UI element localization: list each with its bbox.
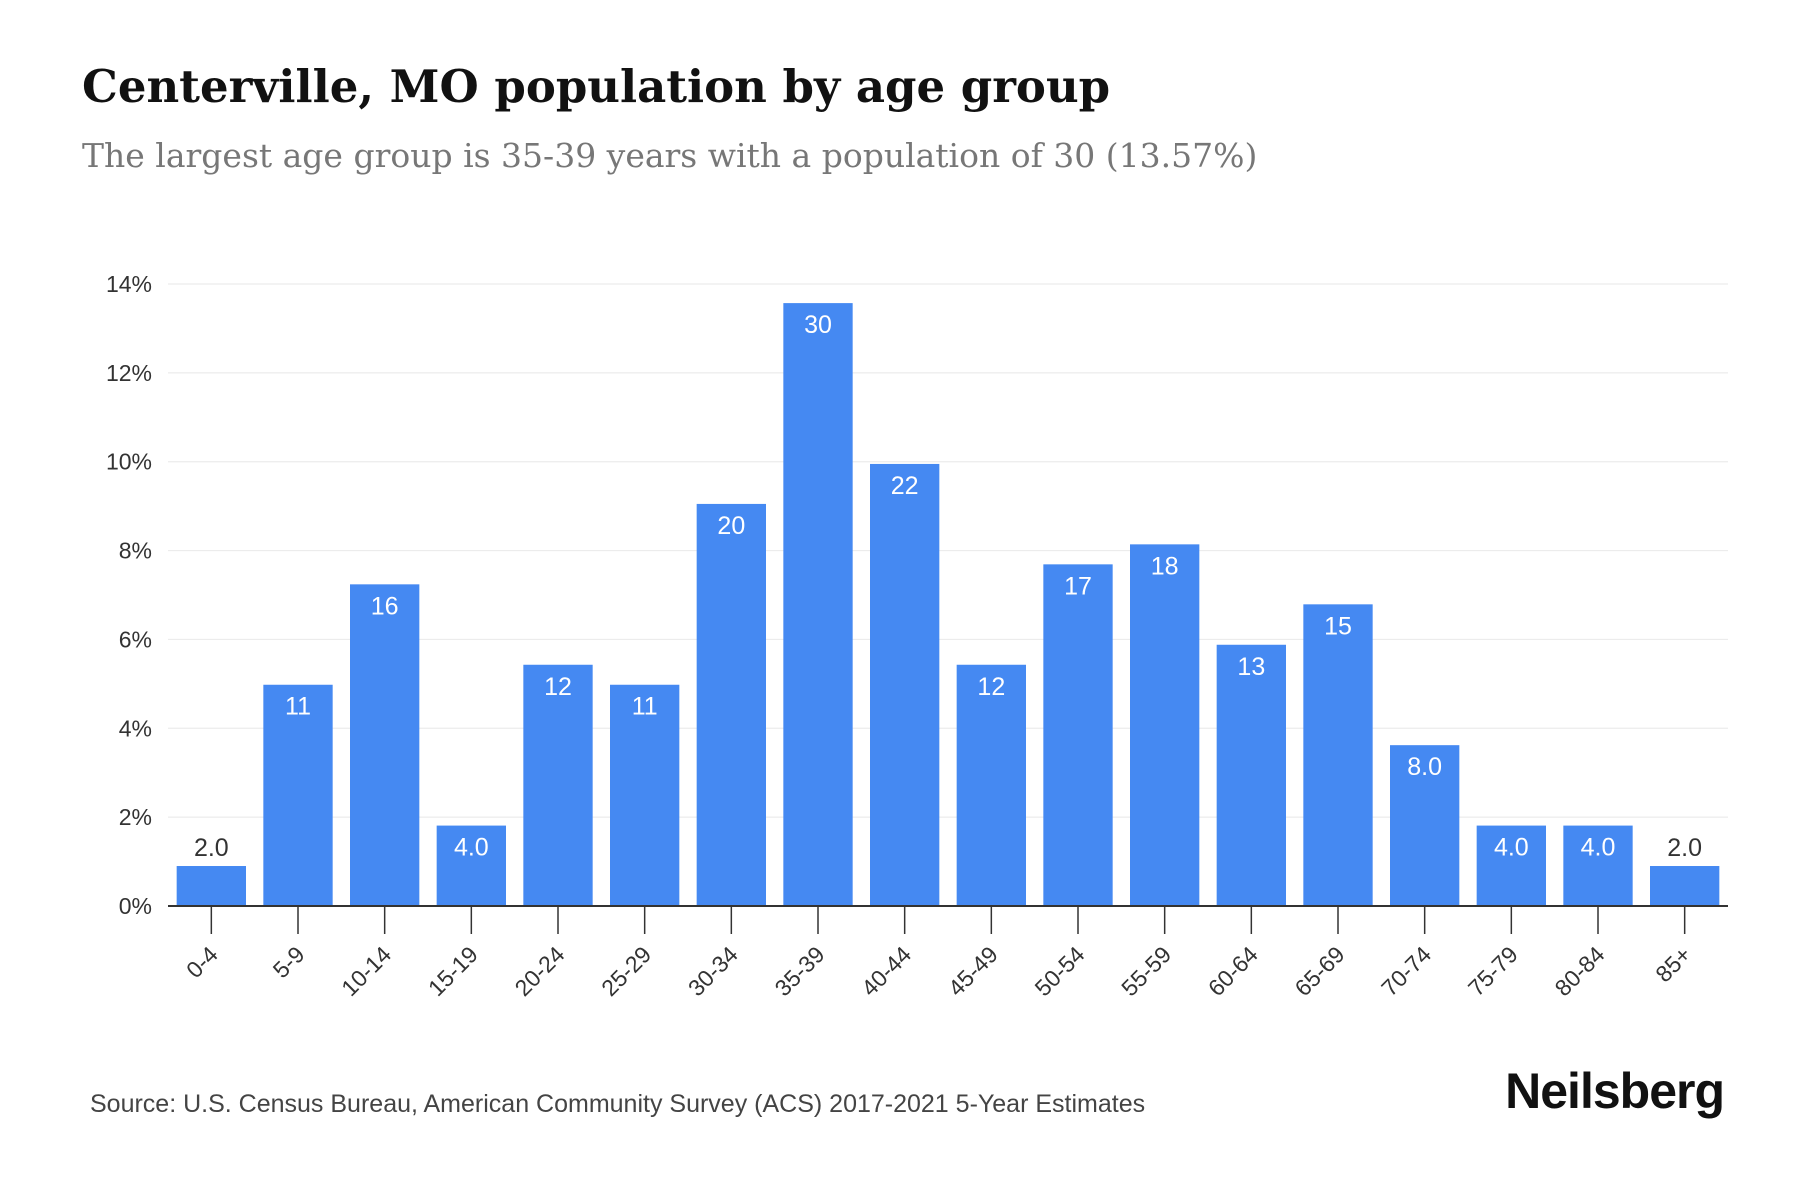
x-tick-label: 70-74 [1376,941,1436,1001]
data-label: 11 [285,693,311,721]
data-label: 2.0 [1667,834,1702,862]
x-tick-label: 10-14 [336,941,396,1001]
data-label: 4.0 [1494,834,1529,862]
data-label: 16 [371,592,399,620]
y-tick-label: 0% [119,893,152,919]
x-tick-label: 45-49 [943,941,1003,1001]
y-axis: 0% 2% 4% 6% 8% 10% 12% 14% [106,271,152,919]
bar-chart: 0% 2% 4% 6% 8% 10% 12% 14% 0-4 5-9 10-14 15-19 20-2… [106,271,1728,1001]
bar [523,664,593,906]
data-label: 2.0 [194,834,229,862]
y-tick-label: 12% [106,360,152,386]
bars [176,303,1720,907]
x-tick-label: 75-79 [1463,941,1523,1001]
x-tick-label: 85+ [1650,941,1696,987]
source-note: Source: U.S. Census Bureau, American Com… [90,1090,1146,1118]
data-label: 17 [1064,572,1092,600]
data-label: 12 [544,673,572,701]
bar [783,303,853,907]
bar [350,584,420,906]
x-tick-label: 60-64 [1203,941,1263,1001]
bar [1303,604,1373,906]
x-tick-label: 80-84 [1550,941,1610,1001]
bar [1216,644,1286,906]
y-tick-label: 10% [106,449,152,475]
data-label: 20 [717,512,745,540]
bar [1650,866,1720,906]
bar [870,463,940,906]
x-tick-label: 65-69 [1290,941,1350,1001]
bar [263,684,333,906]
bar [1130,544,1200,906]
x-tick-label: 0-4 [181,941,223,983]
x-tick-label: 20-24 [510,941,570,1001]
grid-lines [168,283,1728,818]
data-label: 30 [804,311,832,339]
data-label: 11 [632,693,658,721]
x-tick-label: 25-29 [596,941,656,1001]
x-tick-label: 40-44 [856,941,916,1001]
bar [1476,825,1546,906]
chart-title: Centerville, MO population by age group [82,60,1111,113]
y-tick-label: 4% [119,715,152,741]
chart-subtitle: The largest age group is 35-39 years wit… [82,136,1258,175]
bar [1043,564,1113,906]
x-tick-label: 50-54 [1030,941,1090,1001]
bar [696,503,766,906]
x-tick-label: 35-39 [770,941,830,1001]
data-label: 15 [1324,612,1352,640]
bar [176,866,246,906]
data-label: 13 [1237,653,1265,681]
brand-logo: Neilsberg [1505,1063,1725,1119]
x-tick-label: 5-9 [268,941,310,983]
y-tick-label: 6% [119,626,152,652]
y-tick-label: 14% [106,271,152,297]
data-label: 4.0 [1581,834,1616,862]
data-label: 8.0 [1407,753,1442,781]
bar [956,664,1026,906]
bar [1563,825,1633,906]
data-label: 18 [1151,552,1179,580]
bar [610,684,680,906]
data-label: 12 [977,673,1005,701]
y-tick-label: 2% [119,804,152,830]
x-tick-label: 55-59 [1116,941,1176,1001]
data-label: 22 [891,472,919,500]
x-axis [168,905,1728,934]
x-tick-label: 30-34 [683,941,743,1001]
data-label: 4.0 [454,834,489,862]
bar [436,825,506,906]
data-labels: 2.0 11 16 4.0 12 11 20 30 22 12 17 18 13 15 8.0 4.0 4.0 2… [194,311,1702,862]
x-tick-labels: 0-4 5-9 10-14 15-19 20-24 25-29 30-34 35-39 40-4… [181,941,1696,1001]
x-tick-label: 15-19 [423,941,483,1001]
y-tick-label: 8% [119,538,152,564]
bar [1390,745,1460,906]
